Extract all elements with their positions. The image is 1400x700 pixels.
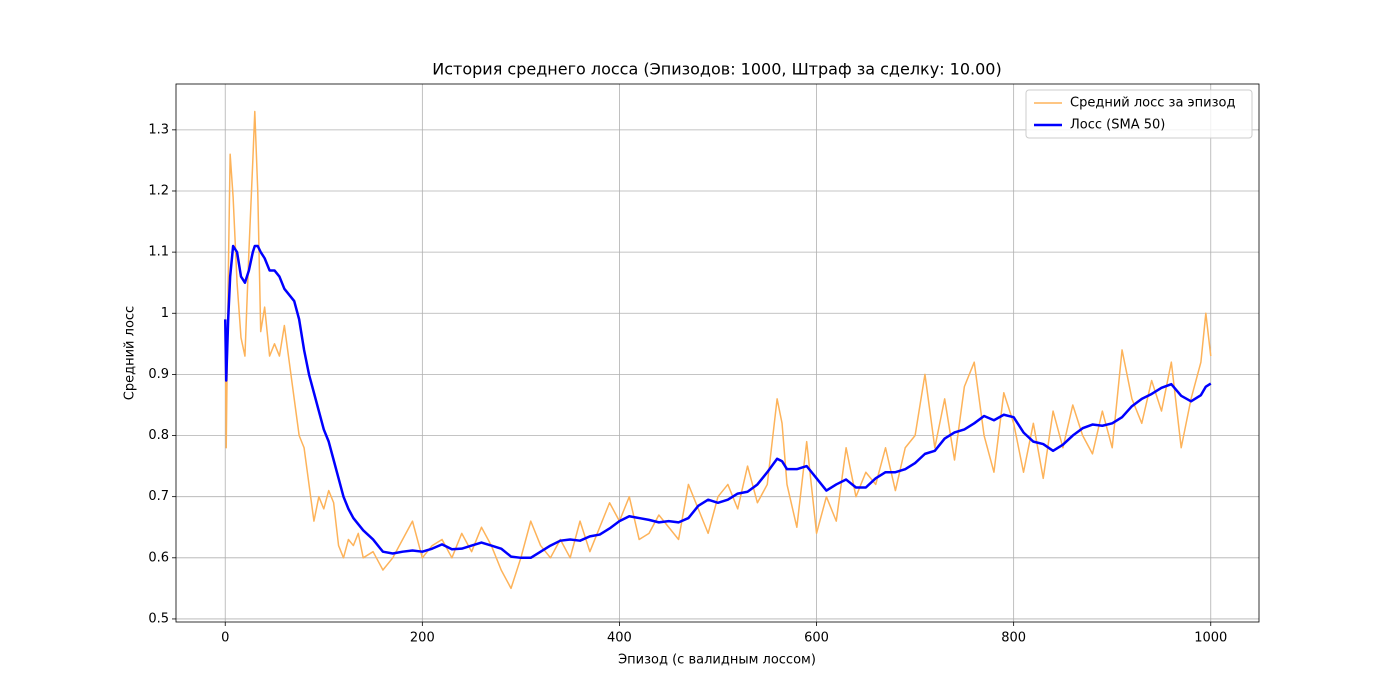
data-line bbox=[223, 244, 1212, 560]
y-tick-label: 0.9 bbox=[148, 367, 169, 382]
x-tick-label: 600 bbox=[804, 631, 829, 646]
legend: Средний лосс за эпизод Лосс (SMA 50) bbox=[1025, 89, 1253, 139]
y-tick-label: 1.3 bbox=[148, 122, 169, 137]
x-tick-label: 1000 bbox=[1194, 631, 1227, 646]
x-tick-label: 400 bbox=[607, 631, 632, 646]
y-tick-label: 0.6 bbox=[148, 550, 169, 565]
y-tick-label: 0.8 bbox=[148, 428, 169, 443]
plot-frame bbox=[175, 83, 1260, 623]
y-tick-label: 1 bbox=[161, 306, 169, 321]
x-tick-label: 800 bbox=[1001, 631, 1026, 646]
chart-title: История среднего лосса (Эпизодов: 1000, … bbox=[432, 60, 1001, 79]
y-axis-label: Средний лосс bbox=[123, 306, 138, 400]
x-axis-label: Эпизод (с валидным лоссом) bbox=[618, 653, 816, 668]
y-tick-label: 0.5 bbox=[148, 611, 169, 626]
y-tick-label: 0.7 bbox=[148, 489, 169, 504]
legend-box bbox=[1025, 89, 1253, 139]
y-tick-label: 1.1 bbox=[148, 245, 169, 260]
legend-label: Лосс (SMA 50) bbox=[1070, 118, 1165, 133]
legend-label: Средний лосс за эпизод bbox=[1070, 96, 1235, 111]
y-tick-label: 1.2 bbox=[148, 183, 169, 198]
x-tick-label: 0 bbox=[221, 631, 229, 646]
x-tick-label: 200 bbox=[410, 631, 435, 646]
